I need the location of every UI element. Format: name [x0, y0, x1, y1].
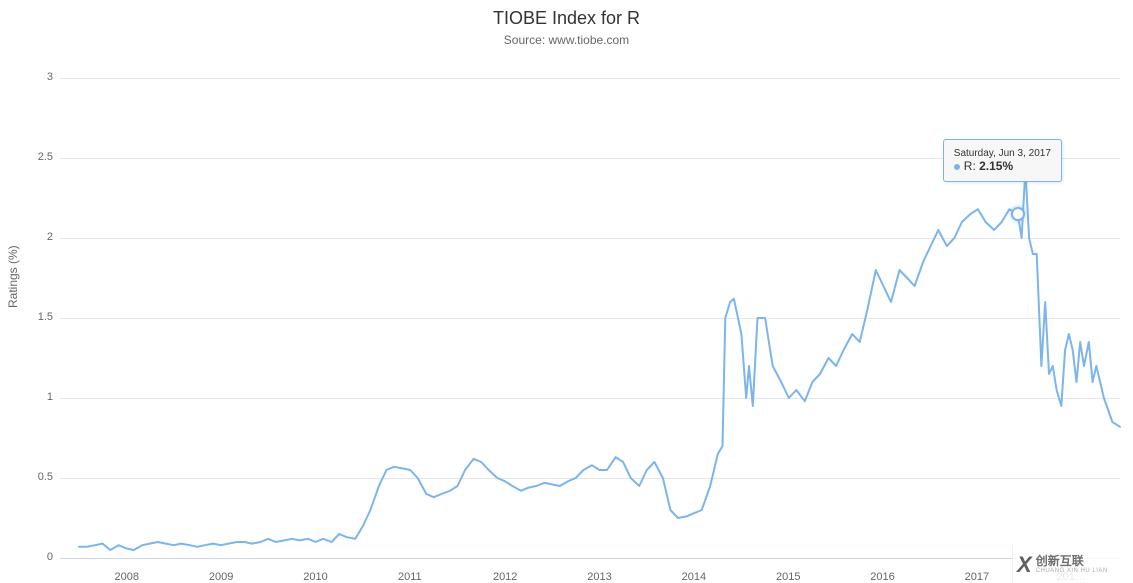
y-tick-label: 3: [13, 71, 53, 83]
chart-subtitle: Source: www.tiobe.com: [0, 33, 1133, 47]
chart-title: TIOBE Index for R: [0, 8, 1133, 29]
x-tick-label: 2013: [587, 571, 611, 583]
chart-container: TIOBE Index for R Source: www.tiobe.com …: [0, 8, 1133, 583]
tooltip-series-name: R: [964, 159, 973, 173]
hover-marker: [1011, 207, 1025, 221]
tooltip-row: R: 2.15%: [954, 159, 1051, 173]
tooltip: Saturday, Jun 3, 2017 R: 2.15%: [943, 139, 1062, 182]
watermark-logo-icon: X: [1017, 552, 1032, 578]
watermark: X 创新互联 CHUANG XIN HU LIAN: [1012, 545, 1127, 583]
x-tick-label: 2017: [965, 571, 989, 583]
y-tick-label: 2.5: [13, 151, 53, 163]
x-tick-label: 2015: [776, 571, 800, 583]
y-tick-label: 1.5: [13, 311, 53, 323]
tooltip-value: 2.15%: [979, 159, 1013, 173]
watermark-sub: CHUANG XIN HU LIAN: [1036, 568, 1108, 575]
x-tick-label: 2011: [398, 571, 422, 583]
x-tick-label: 2008: [115, 571, 139, 583]
x-tick-label: 2014: [682, 571, 706, 583]
tooltip-header: Saturday, Jun 3, 2017: [954, 148, 1051, 159]
x-tick-label: 2009: [209, 571, 233, 583]
series-line-r[interactable]: [79, 169, 1120, 550]
y-tick-label: 2: [13, 231, 53, 243]
watermark-main: 创新互联: [1036, 555, 1108, 568]
x-axis-line: [60, 558, 1120, 559]
y-tick-label: 0.5: [13, 471, 53, 483]
x-tick-label: 2016: [870, 571, 894, 583]
x-tick-label: 2012: [493, 571, 517, 583]
tooltip-dot-icon: [954, 164, 960, 170]
x-tick-label: 2010: [303, 571, 327, 583]
y-tick-label: 0: [13, 551, 53, 563]
y-axis-label: Ratings (%): [6, 245, 20, 308]
y-tick-label: 1: [13, 391, 53, 403]
